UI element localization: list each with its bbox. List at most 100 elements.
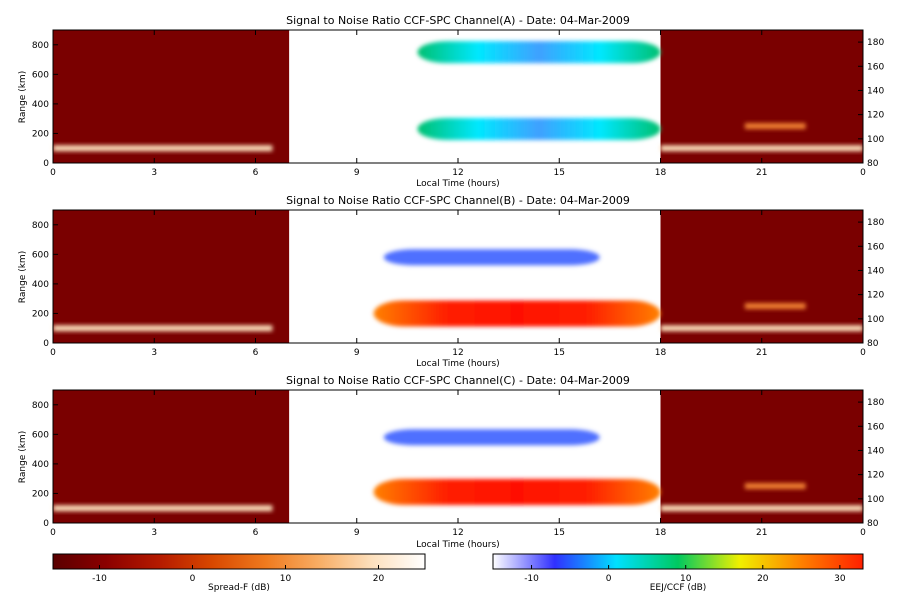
panel-title: Signal to Noise Ratio CCF-SPC Channel(C)…: [286, 374, 630, 387]
y-axis-label: Range (km): [18, 251, 28, 303]
panel-title: Signal to Noise Ratio CCF-SPC Channel(B)…: [286, 194, 630, 207]
x-tick-label: 9: [354, 168, 360, 178]
x-tick-label: 9: [354, 528, 360, 538]
panel-channel-c: Signal to Noise Ratio CCF-SPC Channel(C)…: [18, 374, 884, 550]
x-tick-label: 15: [554, 348, 565, 358]
spread-f-echo: [744, 123, 806, 130]
x-tick-label: 21: [756, 528, 767, 538]
x-tick-label: 12: [452, 168, 463, 178]
x-tick-label: 12: [452, 528, 463, 538]
spread-f-echo: [744, 483, 806, 490]
spread-f-echo: [660, 325, 863, 332]
y-tick-label: 600: [32, 250, 49, 260]
night-background-evening: [660, 210, 863, 343]
x-axis-label: Local Time (hours): [416, 359, 499, 369]
x-tick-label: 12: [452, 348, 463, 358]
y-tick-label: 200: [32, 309, 49, 319]
spread-f-echo: [53, 145, 273, 152]
y-tick-label: 800: [32, 41, 49, 51]
y2-tick-label: 80: [867, 339, 879, 349]
x-axis-label: Local Time (hours): [416, 179, 499, 189]
x-tick-label: 0: [860, 348, 866, 358]
x-tick-label: 6: [253, 528, 259, 538]
x-tick-label: 0: [50, 168, 56, 178]
eej-ccf-echo: [417, 41, 661, 64]
x-tick-label: 15: [554, 168, 565, 178]
x-axis-label: Local Time (hours): [416, 540, 499, 550]
x-tick-label: 3: [151, 168, 157, 178]
y-tick-label: 400: [32, 460, 49, 470]
y-tick-label: 600: [32, 430, 49, 440]
y2-tick-label: 160: [867, 242, 884, 252]
colorbar-tick-label: -10: [92, 574, 107, 584]
y-tick-label: 0: [43, 159, 49, 169]
y2-tick-label: 160: [867, 62, 884, 72]
colorbar-spread-f-gradient: [52, 553, 426, 570]
colorbar-spread-f: -10 0 10 20 Spread-F (dB): [52, 553, 426, 593]
colorbar-eej-ccf-gradient: [492, 553, 864, 570]
colorbar-tick-label: 20: [757, 574, 769, 584]
y2-tick-label: 160: [867, 422, 884, 432]
night-background-evening: [660, 390, 863, 523]
x-tick-label: 3: [151, 348, 157, 358]
y-tick-label: 400: [32, 280, 49, 290]
colorbar-tick-label: 30: [834, 574, 846, 584]
y2-tick-label: 120: [867, 111, 884, 121]
y2-tick-label: 120: [867, 291, 884, 301]
y-tick-label: 0: [43, 339, 49, 349]
eej-ccf-echo: [417, 118, 661, 141]
y2-tick-label: 80: [867, 159, 879, 169]
panel-channel-b: Signal to Noise Ratio CCF-SPC Channel(B)…: [18, 194, 884, 369]
y-tick-label: 800: [32, 221, 49, 231]
colorbar-tick-label: 20: [373, 574, 385, 584]
y-tick-label: 400: [32, 100, 49, 110]
eej-ccf-echo: [373, 478, 661, 505]
y-tick-label: 0: [43, 519, 49, 529]
y-tick-label: 200: [32, 489, 49, 499]
x-tick-label: 0: [50, 528, 56, 538]
y2-tick-label: 100: [867, 315, 884, 325]
colorbar-tick-label: -10: [524, 574, 539, 584]
colorbar-tick-label: 10: [680, 574, 692, 584]
spread-f-echo: [53, 325, 273, 332]
x-tick-label: 15: [554, 528, 565, 538]
colorbar-label: Spread-F (dB): [208, 583, 270, 593]
x-tick-label: 21: [756, 168, 767, 178]
x-tick-label: 0: [50, 348, 56, 358]
spread-f-echo: [53, 505, 273, 512]
y2-tick-label: 140: [867, 446, 884, 456]
x-tick-label: 3: [151, 528, 157, 538]
night-background-morning: [53, 30, 290, 163]
x-tick-label: 0: [860, 168, 866, 178]
x-tick-label: 18: [655, 348, 667, 358]
x-tick-label: 0: [860, 528, 866, 538]
y2-tick-label: 100: [867, 135, 884, 145]
night-background-morning: [53, 390, 290, 523]
spread-f-echo: [660, 505, 863, 512]
night-background-evening: [660, 30, 863, 163]
eej-ccf-echo: [373, 300, 661, 327]
y2-tick-label: 120: [867, 471, 884, 481]
y2-tick-label: 180: [867, 218, 884, 228]
colorbar-tick-label: 0: [606, 574, 612, 584]
y-tick-label: 200: [32, 129, 49, 139]
x-tick-label: 18: [655, 168, 667, 178]
x-tick-label: 6: [253, 168, 259, 178]
y2-tick-label: 140: [867, 266, 884, 276]
eej-ccf-echo: [383, 249, 600, 266]
spread-f-echo: [660, 145, 863, 152]
panel-title: Signal to Noise Ratio CCF-SPC Channel(A)…: [286, 14, 630, 27]
panel-channel-a: Signal to Noise Ratio CCF-SPC Channel(A)…: [18, 14, 884, 189]
x-tick-label: 6: [253, 348, 259, 358]
y2-tick-label: 140: [867, 86, 884, 96]
y2-tick-label: 180: [867, 398, 884, 408]
eej-ccf-echo: [383, 429, 600, 446]
x-tick-label: 21: [756, 348, 767, 358]
y-tick-label: 600: [32, 70, 49, 80]
x-tick-label: 18: [655, 528, 667, 538]
colorbar-eej-ccf: -10 0 10 20 30 EEJ/CCF (dB): [492, 553, 864, 593]
colorbar-tick-label: 0: [190, 574, 196, 584]
x-tick-label: 9: [354, 348, 360, 358]
